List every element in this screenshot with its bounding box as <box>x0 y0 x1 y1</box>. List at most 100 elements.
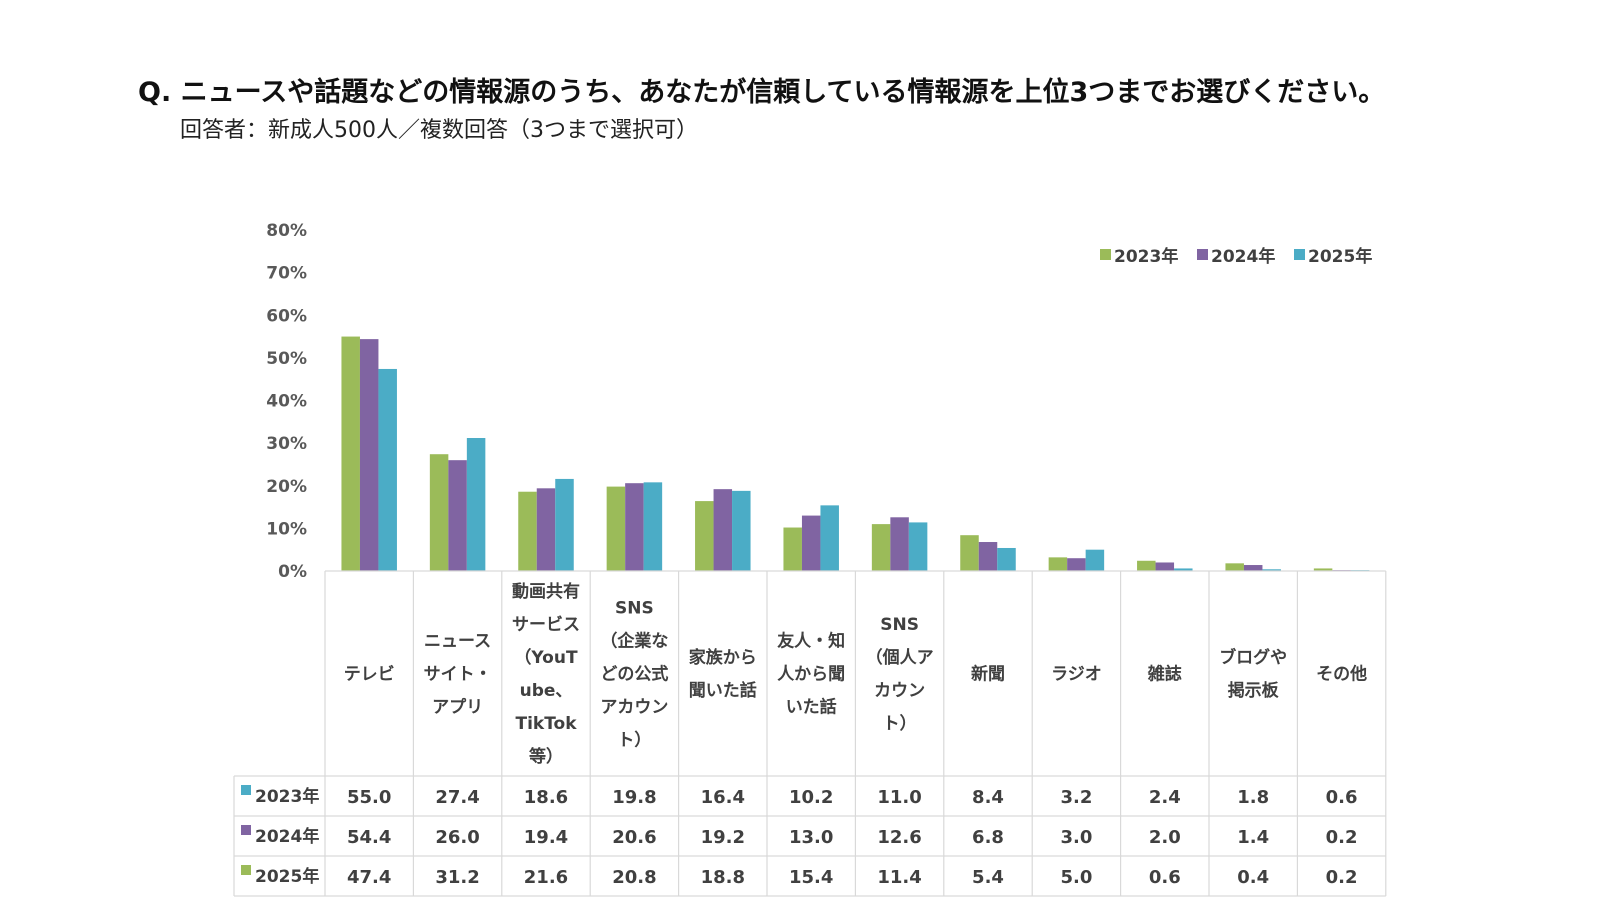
table-cell-0-9: 2.4 <box>1149 787 1181 808</box>
table-row-key-2 <box>241 865 251 875</box>
category-label-line: ube、 <box>520 681 573 701</box>
bar-0-11 <box>1313 568 1333 571</box>
table-cell-1-1: 26.0 <box>435 827 479 848</box>
category-label-line: （YouT <box>514 647 578 668</box>
bar-0-6 <box>871 524 891 571</box>
y-tick-label-1: 10% <box>266 519 307 539</box>
y-tick-label-3: 30% <box>266 434 307 454</box>
table-cell-1-5: 13.0 <box>789 827 833 848</box>
bar-0-5 <box>783 527 802 571</box>
category-label-7: 新聞 <box>971 664 1005 685</box>
legend-label-1: 2024年 <box>1211 246 1275 267</box>
table-cell-1-3: 20.6 <box>612 827 656 848</box>
bar-1-1 <box>448 460 467 571</box>
table-row-key-0 <box>241 785 251 795</box>
category-label-1: ニュースサイト・アプリ <box>424 632 492 718</box>
bar-0-4 <box>695 501 714 571</box>
y-tick-label-6: 60% <box>266 306 307 326</box>
category-label-line: アカウン <box>600 698 668 718</box>
bar-1-0 <box>359 339 379 571</box>
table-cell-1-4: 19.2 <box>701 827 745 848</box>
table-cell-2-5: 15.4 <box>789 867 833 888</box>
category-label-line: 動画共有 <box>512 581 580 602</box>
category-label-line: ト） <box>883 713 917 734</box>
table-cell-2-10: 0.4 <box>1237 867 1269 888</box>
category-label-line: テレビ <box>344 665 395 685</box>
table-cell-2-7: 5.4 <box>972 867 1004 888</box>
table-cell-0-8: 3.2 <box>1060 787 1092 808</box>
category-label-5: 友人・知人から聞いた話 <box>777 631 845 718</box>
table-cell-0-10: 1.8 <box>1237 787 1269 808</box>
bar-0-8 <box>1048 557 1068 571</box>
table-cell-0-0: 55.0 <box>347 787 391 808</box>
table-cell-1-10: 1.4 <box>1237 827 1269 848</box>
table-row-label-2: 2025年 <box>255 866 319 887</box>
legend-swatch-2 <box>1294 249 1305 260</box>
bar-0-2 <box>518 491 537 571</box>
y-tick-label-5: 50% <box>266 349 307 369</box>
legend-swatch-1 <box>1197 249 1208 260</box>
bar-2-0 <box>378 368 397 571</box>
category-label-line: その他 <box>1316 664 1367 685</box>
category-label-2: 動画共有サービス （YouT ube、 TikTok 等） <box>512 581 580 767</box>
bar-0-10 <box>1225 563 1244 571</box>
table-cell-1-6: 12.6 <box>877 827 921 848</box>
bar-1-10 <box>1243 565 1263 571</box>
category-label-0: テレビ <box>344 665 395 685</box>
category-label-11: その他 <box>1316 664 1367 685</box>
bar-2-4 <box>732 490 751 571</box>
category-label-10: ブログや掲示板 <box>1219 647 1287 701</box>
bar-2-6 <box>908 522 928 571</box>
bar-0-3 <box>606 486 626 571</box>
legend-label-0: 2023年 <box>1114 246 1178 267</box>
category-label-line: 新聞 <box>971 664 1005 685</box>
legend-label-2: 2025年 <box>1308 246 1372 267</box>
category-label-6: SNS （個人アカウント） <box>866 615 934 734</box>
category-label-line: カウン <box>874 681 925 701</box>
bar-1-8 <box>1067 558 1086 571</box>
bar-2-3 <box>643 482 663 571</box>
table-cell-0-11: 0.6 <box>1326 787 1358 808</box>
category-label-line: （個人ア <box>866 647 934 668</box>
category-label-line: サービス <box>512 615 580 635</box>
bar-0-0 <box>341 336 360 571</box>
category-label-line: サイト・ <box>424 665 492 685</box>
category-label-line: 友人・知 <box>777 631 845 652</box>
bar-2-9 <box>1174 568 1193 571</box>
bar-2-5 <box>820 505 839 571</box>
table-cell-0-3: 19.8 <box>612 787 656 808</box>
table-row-key-1 <box>241 825 251 835</box>
y-tick-label-0: 0% <box>278 562 307 582</box>
category-label-line: 雑誌 <box>1147 664 1182 685</box>
table-cell-2-1: 31.2 <box>435 867 479 888</box>
category-label-line: いた話 <box>786 697 837 718</box>
bar-1-9 <box>1155 562 1175 571</box>
category-label-3: SNS （企業などの公式アカウント） <box>600 599 668 751</box>
category-label-line: どの公式 <box>600 664 668 685</box>
question-subtitle: 回答者：新成人500人／複数回答（3つまで選択可） <box>180 118 698 143</box>
table-cell-2-2: 21.6 <box>524 867 568 888</box>
table-row-label-0: 2023年 <box>255 786 319 807</box>
bar-2-10 <box>1262 569 1281 571</box>
bar-1-5 <box>801 515 821 571</box>
category-label-4: 家族から聞いた話 <box>689 647 757 701</box>
bar-2-7 <box>997 547 1016 571</box>
table-cell-0-6: 11.0 <box>877 787 921 808</box>
table-cell-1-2: 19.4 <box>524 827 568 848</box>
table-row-label-1: 2024年 <box>255 826 319 847</box>
y-tick-label-7: 70% <box>266 264 307 284</box>
category-label-line: SNS <box>615 599 654 619</box>
category-label-line: ニュース <box>424 632 491 652</box>
category-label-line: アプリ <box>432 697 483 718</box>
category-label-8: ラジオ <box>1051 665 1102 685</box>
category-label-line: 人から聞 <box>777 665 845 685</box>
bar-1-4 <box>713 489 733 571</box>
y-tick-label-4: 40% <box>266 392 307 412</box>
table-cell-0-4: 16.4 <box>701 787 745 808</box>
bar-2-8 <box>1085 549 1105 571</box>
legend-swatch-0 <box>1100 249 1111 260</box>
table-cell-0-7: 8.4 <box>972 787 1004 808</box>
category-label-line: TikTok <box>515 714 577 734</box>
bar-0-1 <box>429 454 449 571</box>
